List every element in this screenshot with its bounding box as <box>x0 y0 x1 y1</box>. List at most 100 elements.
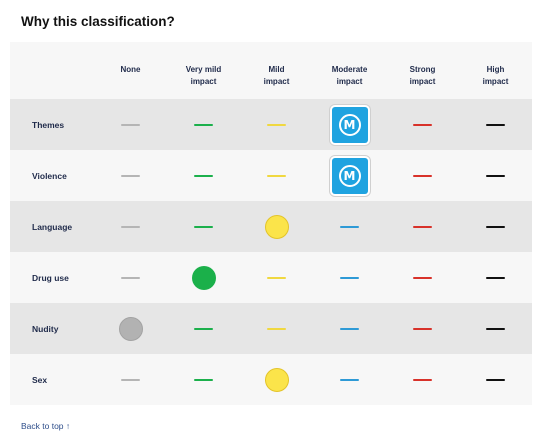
cell-themes-very-mild-impact <box>167 99 240 150</box>
badge-letter: M <box>338 164 361 187</box>
row-label: Language <box>32 221 73 232</box>
cell-violence-strong-impact <box>386 150 459 201</box>
level-dash-icon <box>340 327 359 330</box>
row-label: Drug use <box>32 272 69 283</box>
table-header-row: None Very mild impact Mild impact Moderate imp… <box>10 42 532 99</box>
row-nudity: Nudity <box>10 303 532 354</box>
selected-level-dot-icon <box>264 214 289 239</box>
back-to-top-link[interactable]: Back to top ↑ <box>21 421 71 431</box>
row-label: Sex <box>32 374 48 385</box>
cell-themes-mild-impact <box>240 99 313 150</box>
cell-violence-none <box>94 150 167 201</box>
cell-nudity-none <box>94 303 167 354</box>
cell-themes-strong-impact <box>386 99 459 150</box>
level-dash-icon <box>413 123 432 126</box>
column-header-line: Mild <box>268 65 285 74</box>
level-dash-icon <box>486 276 505 279</box>
cell-sex-strong-impact <box>386 354 459 405</box>
cell-themes-high-impact <box>459 99 532 150</box>
badge-letter: M <box>338 113 361 136</box>
column-header-line: impact <box>190 77 217 86</box>
row-sex: Sex <box>10 354 532 405</box>
cell-language-high-impact <box>459 201 532 252</box>
cell-violence-mild-impact <box>240 150 313 201</box>
column-header-none: None <box>94 42 167 76</box>
level-dash-icon <box>413 225 432 228</box>
cell-violence-high-impact <box>459 150 532 201</box>
cell-drug-use-moderate-impact <box>313 252 386 303</box>
level-dash-icon <box>340 378 359 381</box>
level-dash-icon <box>121 276 140 279</box>
cell-drug-use-mild-impact <box>240 252 313 303</box>
level-dash-icon <box>486 327 505 330</box>
cell-language-mild-impact <box>240 201 313 252</box>
level-dash-icon <box>194 225 213 228</box>
cell-violence-moderate-impact: M <box>313 150 386 201</box>
column-header-strong-impact: Strong impact <box>386 42 459 88</box>
level-dash-icon <box>486 174 505 177</box>
column-header-line: High <box>486 65 505 74</box>
cell-sex-mild-impact <box>240 354 313 405</box>
level-dash-icon <box>121 174 140 177</box>
level-dash-icon <box>267 123 286 126</box>
level-dash-icon <box>194 123 213 126</box>
level-dash-icon <box>121 225 140 228</box>
level-dash-icon <box>121 123 140 126</box>
cell-nudity-very-mild-impact <box>167 303 240 354</box>
level-dash-icon <box>486 378 505 381</box>
row-language: Language <box>10 201 532 252</box>
cell-language-very-mild-impact <box>167 201 240 252</box>
column-header-moderate-impact: Moderate impact <box>313 42 386 88</box>
cell-violence-very-mild-impact <box>167 150 240 201</box>
column-header-line: Very mild <box>185 65 222 74</box>
cell-language-none <box>94 201 167 252</box>
level-dash-icon <box>194 378 213 381</box>
level-dash-icon <box>413 327 432 330</box>
cell-drug-use-none <box>94 252 167 303</box>
level-dash-icon <box>340 276 359 279</box>
cell-drug-use-very-mild-impact <box>167 252 240 303</box>
cell-nudity-strong-impact <box>386 303 459 354</box>
row-label: Nudity <box>32 323 59 334</box>
column-header-line: impact <box>263 77 290 86</box>
column-header-line: impact <box>336 77 363 86</box>
level-dash-icon <box>340 225 359 228</box>
column-header-line: Moderate <box>331 65 368 74</box>
cell-sex-high-impact <box>459 354 532 405</box>
selected-level-dot-icon <box>191 265 216 290</box>
cell-nudity-moderate-impact <box>313 303 386 354</box>
column-header-line: impact <box>482 77 509 86</box>
cell-drug-use-strong-impact <box>386 252 459 303</box>
level-dash-icon <box>413 174 432 177</box>
cell-themes-none <box>94 99 167 150</box>
level-dash-icon <box>194 174 213 177</box>
level-dash-icon <box>267 276 286 279</box>
cell-sex-none <box>94 354 167 405</box>
cell-sex-moderate-impact <box>313 354 386 405</box>
column-header-very-mild-impact: Very mild impact <box>167 42 240 88</box>
row-label: Themes <box>32 119 65 130</box>
cell-sex-very-mild-impact <box>167 354 240 405</box>
level-dash-icon <box>194 327 213 330</box>
cell-themes-moderate-impact: M <box>313 99 386 150</box>
section-title: Why this classification? <box>21 14 175 29</box>
level-dash-icon <box>486 225 505 228</box>
level-dash-icon <box>121 378 140 381</box>
row-violence: Violence M <box>10 150 532 201</box>
classification-table: None Very mild impact Mild impact Moderate imp… <box>10 42 532 405</box>
row-drug-use: Drug use <box>10 252 532 303</box>
level-dash-icon <box>413 378 432 381</box>
cell-nudity-high-impact <box>459 303 532 354</box>
level-dash-icon <box>413 276 432 279</box>
column-header-line: None <box>120 65 141 74</box>
column-header-high-impact: High impact <box>459 42 532 88</box>
cell-drug-use-high-impact <box>459 252 532 303</box>
moderate-rating-badge-icon: M <box>331 106 368 143</box>
selected-level-dot-icon <box>118 316 143 341</box>
level-dash-icon <box>267 174 286 177</box>
column-header-mild-impact: Mild impact <box>240 42 313 88</box>
cell-language-strong-impact <box>386 201 459 252</box>
column-header-line: impact <box>409 77 436 86</box>
cell-language-moderate-impact <box>313 201 386 252</box>
cell-nudity-mild-impact <box>240 303 313 354</box>
